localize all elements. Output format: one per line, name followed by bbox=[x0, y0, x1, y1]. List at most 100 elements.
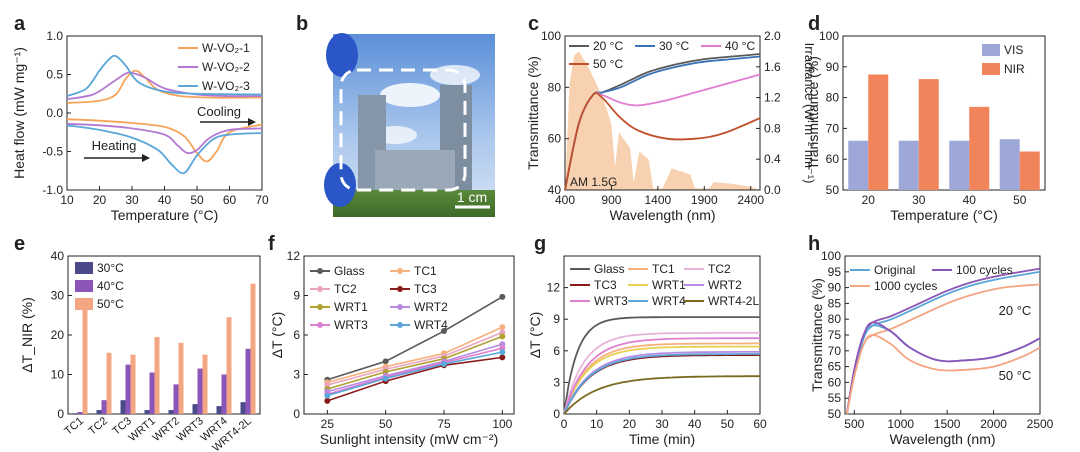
panel-a-legend-label: W-VO₂-3 bbox=[202, 79, 250, 93]
panel-g-ytick-label: 3 bbox=[553, 375, 560, 389]
panel-c-legend-label: 20 °C bbox=[593, 39, 623, 53]
panel-f-ytick-label: 9 bbox=[293, 289, 300, 303]
scale-bar-label: 1 cm bbox=[457, 189, 487, 205]
panel-d-legend-swatch bbox=[982, 44, 1000, 56]
panel-f-ytick-label: 3 bbox=[293, 368, 300, 382]
panel-h-ytick-label: 100 bbox=[821, 249, 841, 263]
panel-a-legend-label: W-VO₂-1 bbox=[202, 41, 250, 55]
panel-h-ytick-label: 65 bbox=[828, 360, 842, 374]
panel-label-a: a bbox=[14, 13, 26, 35]
panel-f-point bbox=[499, 293, 506, 300]
panel-c-xtick-label: 2400 bbox=[737, 193, 764, 207]
panel-e-xtick-label: TC1 bbox=[62, 415, 86, 438]
panel-g-ytick-label: 9 bbox=[553, 312, 560, 326]
panel-g-series-line bbox=[563, 375, 760, 415]
panel-h-ytick-label: 80 bbox=[828, 312, 842, 326]
panel-d-xtick-label: 40 bbox=[963, 193, 977, 207]
panel-h-xlabel: Wavelength (nm) bbox=[889, 431, 995, 447]
panel-f-point bbox=[382, 375, 389, 382]
panel-h-legend-label: 1000 cycles bbox=[874, 279, 937, 293]
panel-f-legend-label: WRT4 bbox=[414, 318, 448, 332]
panel-g-series-line bbox=[563, 316, 760, 415]
panel-a-arrowhead-cooling bbox=[248, 118, 256, 126]
panel-h-xtick-label: 1000 bbox=[887, 417, 914, 431]
panel-a-series-line bbox=[66, 122, 263, 155]
panel-d-xlabel: Temperature (°C) bbox=[890, 207, 998, 223]
panel-f-legend-label: WRT2 bbox=[414, 300, 448, 314]
panel-g-xtick-label: 40 bbox=[688, 417, 702, 431]
panel-h-ytick-label: 85 bbox=[828, 296, 842, 310]
panel-d-ytick-label: 90 bbox=[826, 60, 840, 74]
panel-a-xtick-label: 40 bbox=[158, 193, 172, 207]
panel-d-bar-vis bbox=[949, 140, 970, 190]
panel-a-xtick-label: 60 bbox=[223, 193, 237, 207]
panel-g-xtick-label: 50 bbox=[721, 417, 735, 431]
panel-a-ytick-label: 0.5 bbox=[46, 68, 63, 82]
panel-e-bar bbox=[173, 384, 179, 414]
panel-f-legend-marker bbox=[317, 286, 323, 292]
panel-label-g: g bbox=[534, 233, 546, 255]
panel-e-bar bbox=[168, 410, 174, 414]
panel-f-legend-marker bbox=[397, 286, 403, 292]
panel-h-ytick-label: 90 bbox=[828, 281, 842, 295]
panel-g-legend-label: TC3 bbox=[594, 278, 617, 292]
panel-f-legend-marker bbox=[317, 322, 323, 328]
panel-g-series-line bbox=[563, 337, 760, 415]
panel-h-legend-label: 100 cycles bbox=[956, 263, 1013, 277]
panel-a-series-line bbox=[66, 71, 263, 100]
panel-c-legend-label: 40 °C bbox=[725, 39, 755, 53]
panel-f-series-line bbox=[327, 331, 503, 386]
photo-building-center bbox=[375, 150, 455, 190]
panel-f-point bbox=[441, 360, 447, 367]
panel-e-bar bbox=[130, 354, 136, 414]
panel-h-ytick-label: 50 bbox=[828, 407, 842, 421]
panel-g-legend-label: Glass bbox=[594, 262, 625, 276]
panel-d-bar-nir bbox=[868, 74, 889, 190]
panel-g-series-line bbox=[563, 332, 760, 415]
panel-e-bar bbox=[120, 400, 126, 414]
panel-f-series-line bbox=[327, 356, 503, 402]
panel-f-point bbox=[324, 392, 331, 399]
panel-a-xlabel: Temperature (°C) bbox=[111, 207, 219, 223]
panel-f-ytick-label: 6 bbox=[293, 328, 300, 342]
panel-f-frame bbox=[303, 255, 515, 415]
panel-f-point bbox=[499, 354, 506, 361]
panel-h-ytick-label: 95 bbox=[828, 265, 842, 279]
panel-g-legend-label: WRT2 bbox=[708, 278, 742, 292]
panel-e-bar bbox=[197, 368, 203, 414]
panel-e-bar bbox=[101, 400, 107, 414]
panel-e-ytick-label: 0 bbox=[57, 407, 64, 421]
panel-h-xtick-label: 2500 bbox=[1027, 417, 1054, 431]
panel-label-h: h bbox=[808, 233, 820, 255]
panel-f-legend-marker bbox=[397, 304, 403, 310]
panel-d-ytick-label: 80 bbox=[826, 91, 840, 105]
panel-f-xtick-label: 75 bbox=[437, 417, 451, 431]
panel-h-annotation-20c: 20 °C bbox=[999, 303, 1032, 318]
panel-c-xtick-label: 1400 bbox=[645, 193, 672, 207]
panel-f-series-line bbox=[327, 343, 503, 393]
panel-d-xtick-label: 50 bbox=[1013, 193, 1027, 207]
panel-e-xtick-label: TC2 bbox=[86, 415, 110, 438]
panel-label-c: c bbox=[528, 13, 539, 35]
panel-g-series-line bbox=[563, 351, 760, 415]
panel-f-ytick-label: 0 bbox=[293, 407, 300, 421]
panel-f-xtick-label: 100 bbox=[492, 417, 512, 431]
panel-f-series-line bbox=[327, 347, 503, 396]
panel-c-xtick-label: 1900 bbox=[691, 193, 718, 207]
panel-c-ytick-right-label: 0.8 bbox=[764, 121, 781, 135]
panel-a-arrowhead-heating bbox=[142, 154, 150, 162]
panel-f-point bbox=[441, 328, 447, 335]
panel-g-ytick-label: 12 bbox=[547, 281, 561, 295]
panel-a-xtick-label: 10 bbox=[60, 193, 74, 207]
panel-d-ytick-label: 50 bbox=[826, 183, 840, 197]
panel-a-annotation-cooling: Cooling bbox=[197, 104, 241, 119]
panel-h-ytick-label: 55 bbox=[828, 391, 842, 405]
panel-a-ytick-label: 0.0 bbox=[46, 106, 63, 120]
panel-d-bar-vis bbox=[898, 140, 919, 190]
panel-c-series-line bbox=[564, 92, 761, 191]
panel-e-bar bbox=[226, 317, 232, 414]
panel-e-ytick-label: 10 bbox=[51, 368, 65, 382]
panel-d-legend-label: VIS bbox=[1004, 43, 1023, 57]
panel-a-xtick-label: 70 bbox=[255, 193, 269, 207]
